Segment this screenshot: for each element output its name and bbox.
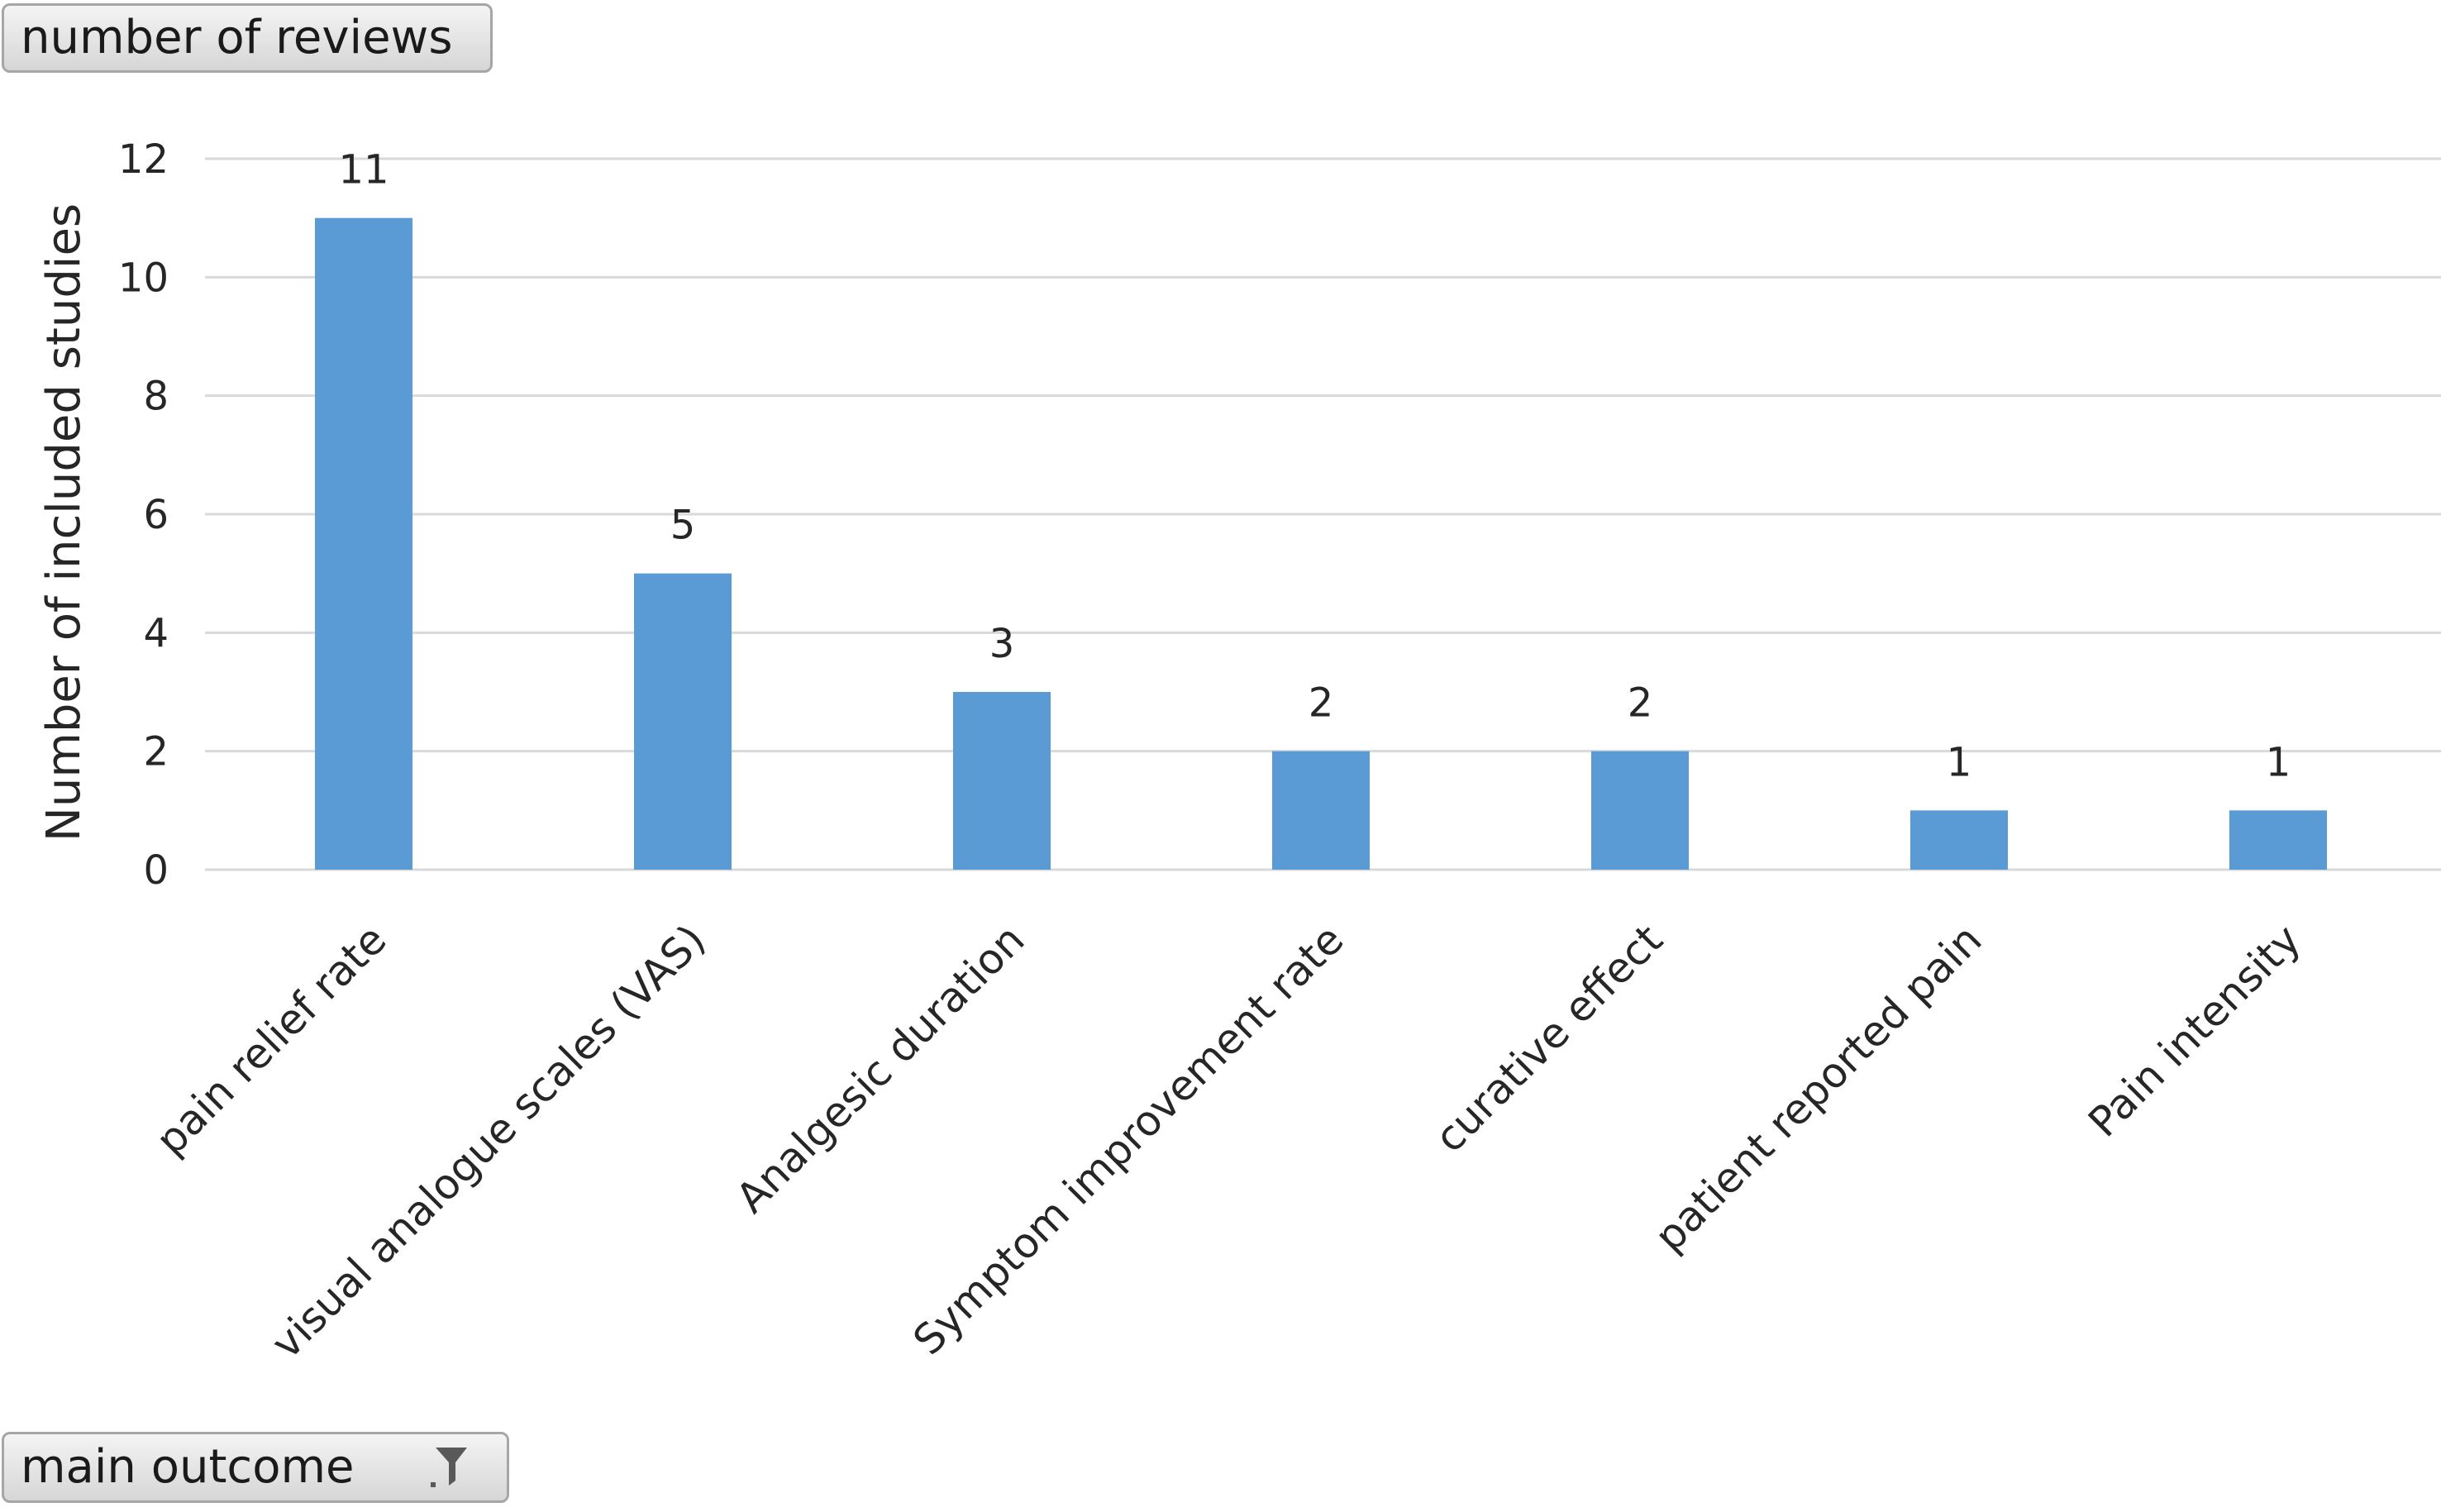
values-field-button[interactable]: number of reviews [2,3,493,73]
x-category-label: patient reported pain [1646,915,1991,1261]
data-label: 1 [2266,739,2291,785]
values-field-label: number of reviews [21,11,453,64]
x-category-label: Pain intensity [2079,915,2310,1146]
y-tick-label: 6 [143,492,169,538]
bar [1272,751,1370,870]
bar [634,573,732,870]
x-category-label: pain relief rate [146,915,395,1164]
data-label: 2 [1628,680,1653,727]
y-tick-label: 8 [143,374,169,420]
axis-field-button[interactable]: main outcome [2,1432,509,1503]
data-label: 2 [1309,680,1334,727]
data-label: 5 [670,503,696,549]
y-tick-label: 10 [118,255,169,301]
axis-field-label: main outcome [21,1440,355,1494]
bar [315,217,412,870]
y-tick-label: 2 [143,729,169,775]
y-tick-label: 4 [143,610,169,656]
y-axis-title: Number of included studies [37,203,91,842]
data-label: 11 [338,147,389,193]
data-label: 1 [1947,739,1972,785]
gridlines [205,157,2441,871]
y-tick-label: 12 [118,136,169,183]
x-category-label: curative effect [1426,915,1672,1161]
x-category-label: Analgesic duration [727,915,1033,1222]
bars [315,217,2327,870]
y-axis-ticks: 0 2 4 6 8 10 12 [118,136,169,894]
y-tick-label: 0 [143,847,169,894]
data-label: 3 [989,621,1015,667]
filter-icon[interactable] [429,1444,470,1491]
bar [953,692,1051,870]
bar [1591,751,1689,870]
bar [1910,810,2008,870]
bar [2229,810,2327,870]
